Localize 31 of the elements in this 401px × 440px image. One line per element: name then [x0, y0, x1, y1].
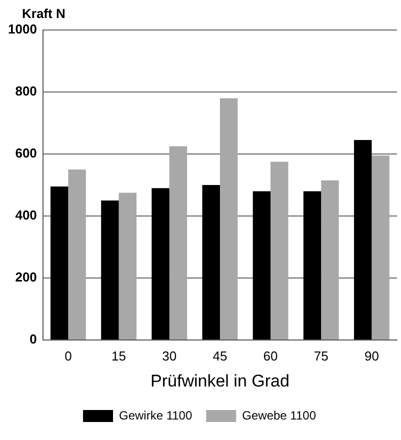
bar	[270, 162, 288, 340]
bar	[354, 140, 372, 340]
bar	[101, 200, 119, 340]
y-tick-label: 200	[15, 270, 37, 285]
bar	[321, 180, 339, 340]
y-tick-label: 1000	[8, 22, 37, 37]
x-tick-label: 0	[64, 348, 72, 364]
x-axis-title: Prüfwinkel in Grad	[150, 371, 290, 390]
x-tick-label: 60	[263, 348, 278, 364]
bar	[303, 191, 322, 340]
y-tick-label: 0	[30, 332, 37, 347]
bar	[118, 192, 136, 340]
bar	[220, 98, 238, 340]
bar	[50, 186, 68, 340]
bar	[202, 185, 220, 340]
y-tick-label: 400	[15, 208, 37, 223]
bar	[68, 170, 86, 340]
x-tick-label: 45	[212, 348, 228, 364]
legend-label: Gewebe 1100	[242, 408, 316, 422]
legend-label: Gewirke 1100	[119, 408, 192, 422]
bar	[252, 191, 271, 340]
x-tick-label: 30	[162, 348, 177, 364]
x-tick-label: 90	[364, 348, 379, 364]
y-tick-label: 600	[15, 146, 37, 161]
bar	[169, 146, 188, 340]
x-tick-label: 15	[112, 348, 126, 364]
bar	[152, 188, 170, 340]
y-axis-title: Kraft N	[22, 6, 66, 21]
y-tick-label: 800	[15, 84, 37, 99]
x-tick-label: 75	[314, 348, 328, 364]
bar	[372, 156, 390, 340]
